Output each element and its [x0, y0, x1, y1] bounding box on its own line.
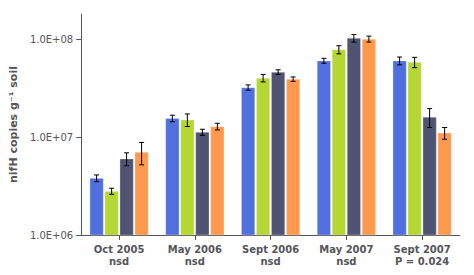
svg-text:nsd: nsd [260, 256, 280, 267]
svg-text:1.0E+06: 1.0E+06 [30, 230, 73, 241]
svg-text:Oct 2005: Oct 2005 [94, 244, 145, 255]
svg-text:P = 0.024: P = 0.024 [395, 256, 449, 267]
svg-text:nsd: nsd [185, 256, 205, 267]
svg-text:nsd: nsd [109, 256, 129, 267]
svg-text:nsd: nsd [336, 256, 356, 267]
svg-text:Sept 2006: Sept 2006 [242, 244, 299, 255]
svg-text:Sept 2007: Sept 2007 [393, 244, 450, 255]
svg-text:1.0E+08: 1.0E+08 [30, 34, 73, 45]
svg-text:1.0E+07: 1.0E+07 [30, 132, 73, 143]
svg-text:May 2007: May 2007 [319, 244, 373, 255]
svg-text:nifH copies g⁻¹ soil: nifH copies g⁻¹ soil [7, 66, 20, 183]
svg-text:May 2006: May 2006 [168, 244, 222, 255]
